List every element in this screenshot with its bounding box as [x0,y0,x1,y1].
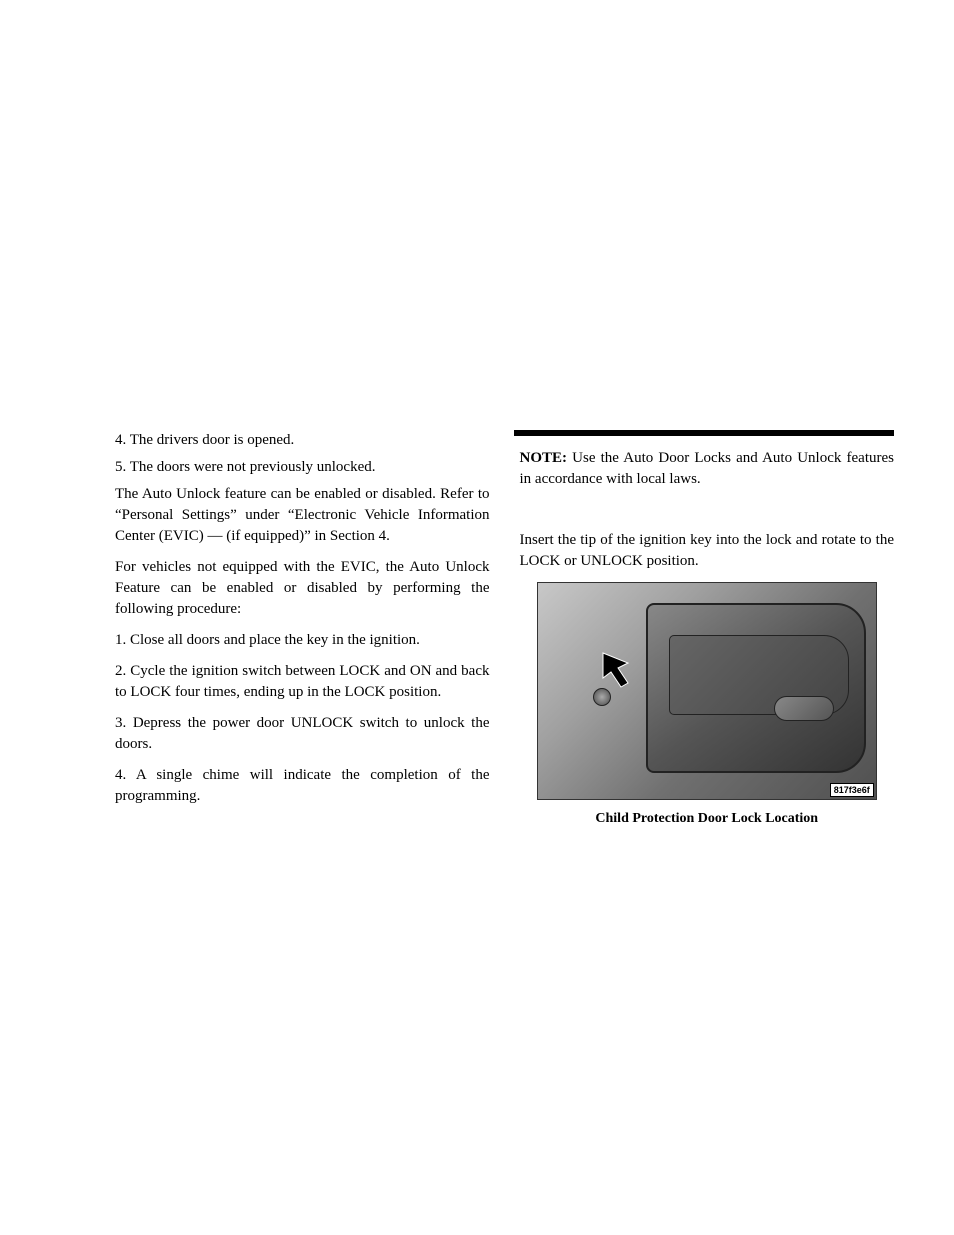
image-container: 817f3e6f Child Protection Door Lock Loca… [520,582,895,827]
list-item-4: 4. The drivers door is opened. [115,430,490,451]
paragraph-auto-unlock-2: For vehicles not equipped with the EVIC,… [115,557,490,620]
insert-instruction: Insert the tip of the ignition key into … [520,530,895,572]
note-text: Use the Auto Door Locks and Auto Unlock … [520,450,895,487]
page-content: 4. The drivers door is opened. 5. The do… [115,430,894,827]
procedure-step-2: 2. Cycle the ignition switch between LOC… [115,661,490,703]
paragraph-auto-unlock-1: The Auto Unlock feature can be enabled o… [115,484,490,547]
door-handle [774,696,834,721]
note-label: NOTE: [520,450,568,466]
door-lock-image: 817f3e6f [537,582,877,800]
procedure-step-1: 1. Close all doors and place the key in … [115,630,490,651]
procedure-step-4: 4. A single chime will indicate the comp… [115,765,490,807]
right-column: NOTE: Use the Auto Door Locks and Auto U… [520,430,895,827]
procedure-step-3: 3. Depress the power door UNLOCK switch … [115,713,490,755]
image-caption: Child Protection Door Lock Location [520,811,895,827]
note-paragraph: NOTE: Use the Auto Door Locks and Auto U… [520,448,895,490]
left-column: 4. The drivers door is opened. 5. The do… [115,430,490,827]
image-code-label: 817f3e6f [830,783,874,797]
list-item-5: 5. The doors were not previously unlocke… [115,457,490,478]
door-panel [646,603,866,773]
